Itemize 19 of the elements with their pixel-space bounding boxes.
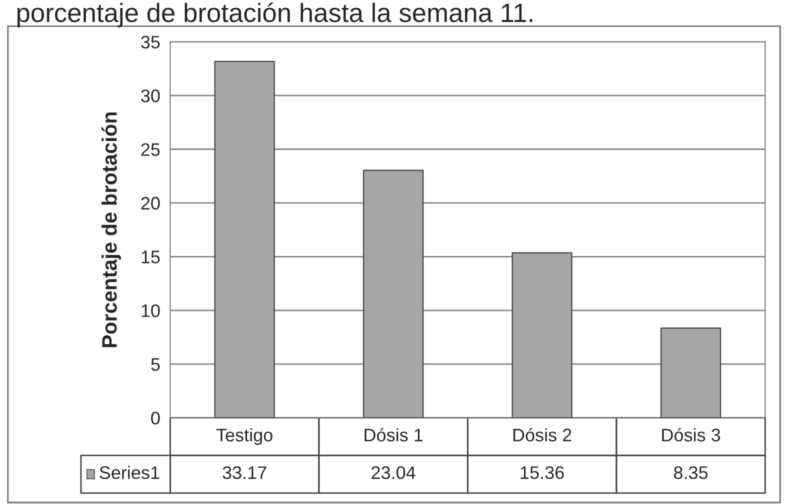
y-tick-label: 30 [141,89,160,102]
y-tick-label: 10 [142,304,160,318]
chart-title: porcentaje de brotación hasta la semana 11. [17,2,532,28]
y-tick-label: 0 [151,412,160,425]
y-tick-label: 5 [151,358,160,371]
y-tick-label: 20 [141,196,160,210]
y-tick-label: 15 [142,250,160,264]
x-tick-label: Testigo [216,428,272,446]
data-label: 15.36 [520,466,564,480]
y-axis-title: Porcentaje de brotación [101,112,121,348]
legend-label: Series1 [100,466,160,480]
y-tick-label: 35 [141,36,160,49]
data-label: 23.04 [372,466,416,480]
y-tick-label: 25 [141,143,160,156]
x-tick-label: Dósis 1 [364,428,423,442]
data-label: 8.35 [674,466,708,480]
x-tick-label: Dósis 2 [513,428,572,442]
x-tick-label: Dósis 3 [662,428,720,442]
data-label: 33.17 [222,466,266,480]
